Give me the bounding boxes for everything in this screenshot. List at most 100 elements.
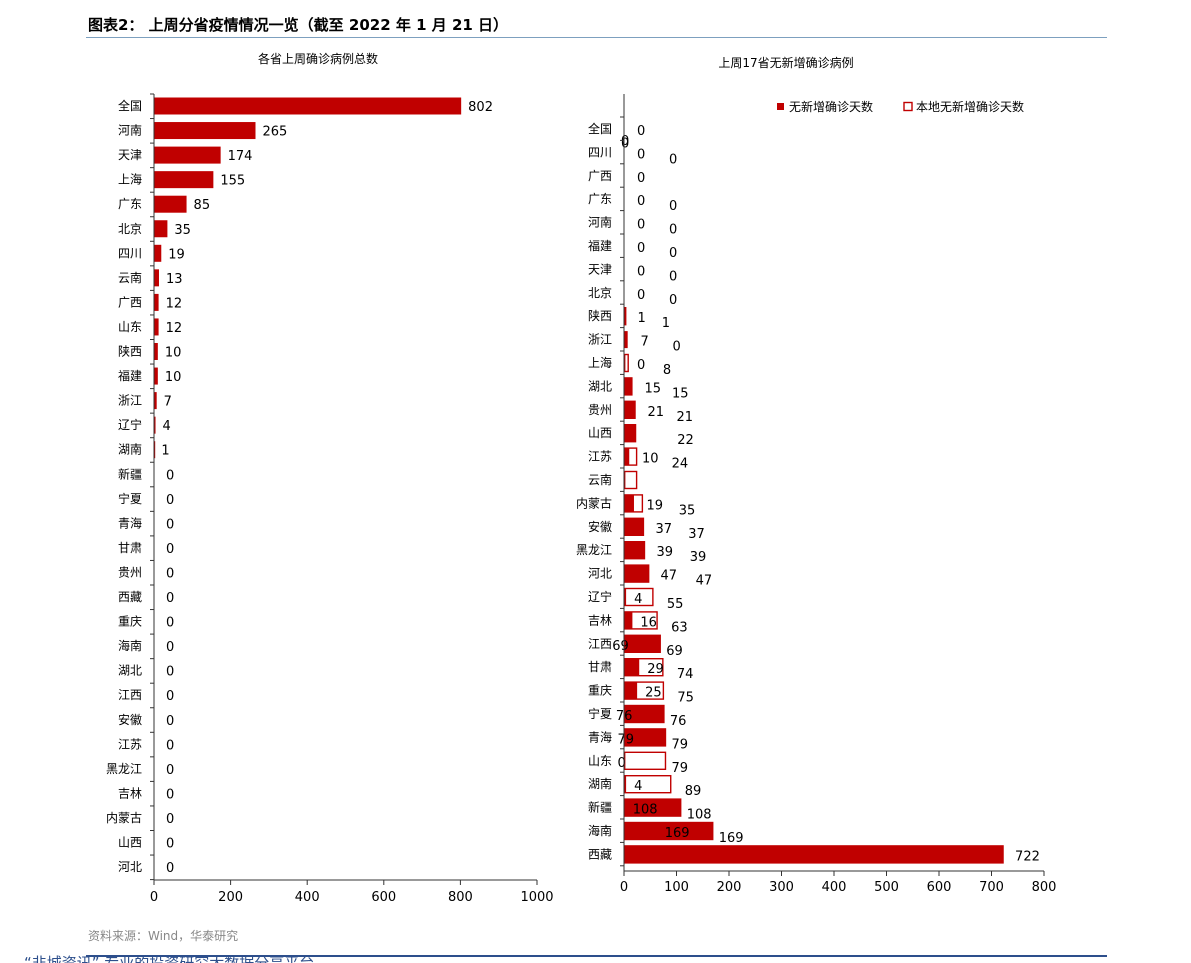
left-bar: [154, 195, 187, 213]
left-value-label: 0: [166, 517, 174, 532]
left-value-label: 0: [166, 616, 174, 631]
right-category-label: 青海: [588, 729, 612, 744]
right-category-label: 福建: [588, 238, 612, 253]
right-category-label: 甘肃: [588, 660, 612, 674]
right-bar-outline: [624, 353, 629, 373]
left-category-label: 云南: [118, 270, 142, 285]
left-chart-title: 各省上周确诊病例总数: [258, 51, 378, 66]
right-bar-filled: [624, 845, 1004, 863]
right-category-label: 山东: [588, 754, 612, 768]
right-bar-filled: [624, 682, 638, 700]
right-category-label: 陕西: [588, 308, 612, 323]
left-category-label: 湖南: [118, 442, 142, 457]
right-value-label-outline: 47: [696, 574, 713, 589]
right-category-label: 北京: [588, 286, 612, 300]
right-value-label-outline: 0: [669, 152, 677, 167]
right-x-tick-label: 700: [979, 880, 1004, 895]
left-value-label: 0: [166, 640, 174, 655]
right-category-label: 吉林: [588, 613, 612, 627]
left-bar: [154, 171, 214, 189]
right-value-label-outline: 35: [679, 503, 696, 518]
left-category-label: 黑龙江: [106, 762, 142, 776]
right-x-tick-label: 500: [874, 880, 899, 895]
left-bar: [154, 367, 158, 385]
right-bar-filled: [624, 799, 681, 817]
right-value-label-outline: 89: [685, 784, 702, 799]
right-category-label: 新疆: [588, 800, 612, 815]
left-value-label: 265: [262, 125, 287, 140]
right-value-label-filled: 21: [648, 405, 665, 420]
left-category-label: 广西: [118, 295, 142, 309]
right-category-label: 安徽: [588, 519, 612, 534]
left-bar: [154, 343, 158, 360]
right-value-label-outline: 0: [669, 269, 677, 284]
left-category-label: 内蒙古: [106, 810, 142, 825]
source-note: 资料来源：Wind，华泰研究: [88, 929, 239, 943]
right-category-label: 江苏: [588, 450, 612, 464]
bottom-divider: [86, 955, 1107, 957]
left-value-label: 0: [166, 714, 174, 729]
left-value-label: 802: [468, 100, 493, 115]
right-bar-filled: [624, 635, 661, 653]
right-bar-filled: [624, 401, 636, 419]
left-value-label: 0: [166, 837, 174, 852]
left-value-label: 1: [161, 444, 169, 459]
right-bar-filled: [624, 822, 713, 840]
left-value-label: 13: [166, 272, 183, 287]
right-value-label-filled: 16: [640, 615, 657, 630]
right-bar-outline: [624, 775, 672, 794]
left-x-tick-label: 600: [371, 890, 396, 905]
left-category-label: 四川: [118, 246, 142, 260]
left-category-label: 湖北: [118, 663, 142, 678]
right-value-label-outline: 0: [669, 293, 677, 308]
right-value-label-outline: 39: [690, 550, 707, 565]
right-x-tick-label: 600: [927, 880, 952, 895]
right-bar-filled: [624, 331, 628, 349]
left-bar: [154, 244, 162, 262]
right-value-label-outline: 55: [667, 597, 684, 612]
left-bar: [154, 220, 168, 238]
right-value-label-outline: 21: [676, 410, 693, 425]
right-value-label-outline: 22: [677, 433, 694, 448]
right-bar-filled: [624, 307, 626, 325]
right-category-label: 江西: [588, 637, 612, 651]
left-category-label: 吉林: [118, 786, 142, 800]
right-value-label-filled: 7: [641, 335, 649, 350]
left-value-label: 12: [166, 296, 183, 311]
right-value-label-filled: 10: [642, 452, 659, 467]
left-category-label: 江西: [118, 688, 142, 702]
left-x-tick-label: 800: [448, 890, 473, 905]
left-category-label: 天津: [118, 148, 142, 162]
right-x-tick-label: 400: [822, 880, 847, 895]
right-value-label-filled: 0: [637, 264, 645, 279]
right-x-tick-label: 800: [1032, 880, 1057, 895]
right-category-label: 湖南: [588, 776, 612, 791]
left-x-tick-label: 400: [295, 890, 320, 905]
right-value-label-filled: 0: [637, 124, 645, 139]
legend-swatch-outline: [903, 101, 913, 112]
right-value-label-filled: 39: [657, 545, 674, 560]
left-category-label: 广东: [118, 197, 142, 211]
left-bar: [154, 416, 156, 434]
left-category-label: 青海: [118, 515, 142, 530]
right-value-label-outline: 24: [672, 457, 689, 472]
right-bar-filled: [624, 541, 645, 559]
left-category-label: 浙江: [118, 394, 142, 408]
right-value-label-filled: 69: [612, 639, 629, 654]
left-value-label: 85: [194, 198, 211, 213]
left-value-label: 174: [228, 149, 253, 164]
left-category-label: 安徽: [118, 712, 142, 727]
left-category-label: 重庆: [118, 615, 142, 629]
left-value-label: 0: [166, 861, 174, 876]
right-bar-outline: [624, 470, 638, 490]
left-category-label: 宁夏: [118, 491, 142, 506]
left-value-label: 7: [164, 395, 172, 410]
right-x-tick-label: 0: [620, 880, 628, 895]
left-category-label: 上海: [118, 172, 142, 187]
left-value-label: 0: [166, 542, 174, 557]
right-value-label-outline: 74: [677, 667, 694, 682]
legend-label-outline: 本地无新增确诊天数: [916, 99, 1024, 114]
right-category-label: 海南: [588, 823, 612, 838]
right-value-label-filled: 19: [647, 498, 664, 513]
right-value-label-filled: 29: [647, 662, 664, 677]
